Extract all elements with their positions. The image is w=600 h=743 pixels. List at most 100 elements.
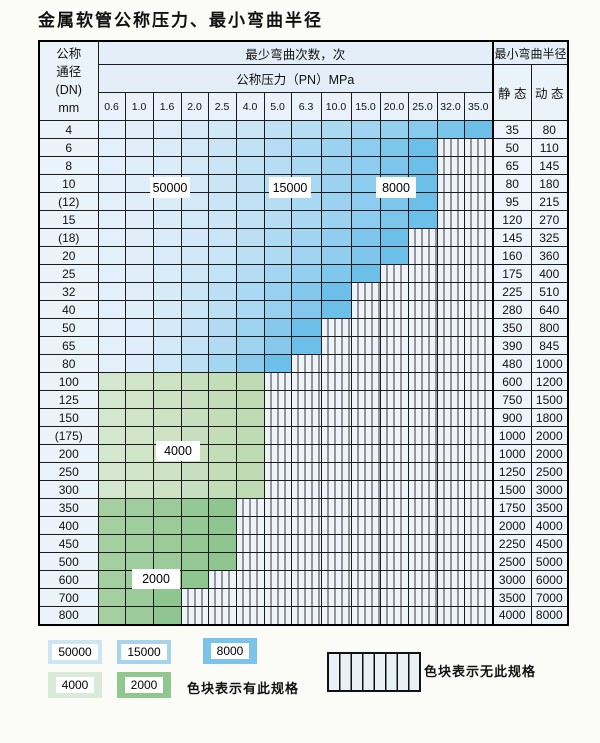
cycle-cell <box>320 246 352 265</box>
static-radius-value: 2000 <box>492 516 532 535</box>
dn-label: 10 <box>38 174 99 193</box>
cycle-cell <box>235 480 265 499</box>
cycle-cell <box>97 300 126 319</box>
cycle-cell <box>263 138 292 157</box>
cycle-cell <box>207 336 237 355</box>
no-spec-cell <box>350 516 381 535</box>
cycle-cell <box>152 462 182 481</box>
cycle-cell <box>207 264 237 283</box>
cycle-cell <box>124 552 154 571</box>
no-spec-cell <box>207 606 237 625</box>
no-spec-cell <box>463 354 494 373</box>
cycle-cell <box>97 318 126 337</box>
legend-has-spec-text: 色块表示有此规格 <box>187 681 300 696</box>
cycle-cell <box>235 192 265 211</box>
cycle-cell <box>152 372 182 391</box>
no-spec-cell <box>436 246 465 265</box>
no-spec-cell <box>320 570 352 589</box>
static-radius-value: 390 <box>492 336 532 355</box>
pressure-bend-table: 公称 通径 (DN) mm 最少弯曲次数，次 最小弯曲半径 公称压力（PN）MP… <box>38 40 570 626</box>
dn-label: 100 <box>38 372 99 391</box>
no-spec-cell <box>436 192 465 211</box>
cycle-cell <box>124 606 154 625</box>
cycle-cell <box>152 390 182 409</box>
dn-label: 500 <box>38 552 99 571</box>
cycle-cell <box>124 354 154 373</box>
cycle-cell <box>124 300 154 319</box>
no-spec-cell <box>436 174 465 193</box>
static-radius-value: 3000 <box>492 570 532 589</box>
no-spec-cell <box>350 480 381 499</box>
no-spec-cell <box>379 282 409 301</box>
dynamic-radius-value: 4500 <box>530 534 569 553</box>
no-spec-cell <box>407 462 438 481</box>
cycle-cell <box>180 390 209 409</box>
static-radius-value: 2500 <box>492 552 532 571</box>
dynamic-radius-value: 2500 <box>530 462 569 481</box>
dynamic-radius-value: 325 <box>530 228 569 247</box>
no-spec-cell <box>320 318 352 337</box>
cycle-cell <box>124 498 154 517</box>
cycle-cell <box>124 408 154 427</box>
cycle-cell <box>180 300 209 319</box>
table-row: 25 175 400 <box>38 264 569 283</box>
no-spec-cell <box>379 552 409 571</box>
cycle-cell <box>207 480 237 499</box>
cycle-cell <box>97 588 126 607</box>
cycle-cell <box>124 174 154 193</box>
cycle-cell <box>97 336 126 355</box>
dynamic-radius-value: 640 <box>530 300 569 319</box>
cycle-cell <box>124 210 154 229</box>
dynamic-radius-value: 110 <box>530 138 569 157</box>
no-spec-cell <box>379 426 409 445</box>
pressure-tick: 1.6 <box>152 92 182 121</box>
cycle-cell <box>180 336 209 355</box>
no-spec-cell <box>407 588 438 607</box>
no-spec-cell <box>436 390 465 409</box>
no-spec-cell <box>436 516 465 535</box>
no-spec-cell <box>290 462 322 481</box>
cycle-cell <box>263 354 292 373</box>
static-radius-value: 65 <box>492 156 532 175</box>
cycle-cell <box>379 120 409 139</box>
cycle-cell <box>152 408 182 427</box>
cycle-cell <box>152 318 182 337</box>
dynamic-radius-value: 1200 <box>530 372 569 391</box>
cycle-cell <box>407 156 438 175</box>
cycle-cell <box>407 210 438 229</box>
cycle-cell <box>152 534 182 553</box>
table-row: 15 120 270 <box>38 210 569 229</box>
no-spec-cell <box>436 228 465 247</box>
cycle-cell <box>180 264 209 283</box>
cycle-cell <box>235 282 265 301</box>
no-spec-cell <box>436 264 465 283</box>
no-spec-cell <box>263 426 292 445</box>
dynamic-radius-value: 5000 <box>530 552 569 571</box>
static-radius-value: 350 <box>492 318 532 337</box>
dn-label: (12) <box>38 192 99 211</box>
cycle-cell <box>180 246 209 265</box>
cycle-cell <box>124 444 154 463</box>
cycle-cell <box>152 282 182 301</box>
no-spec-cell <box>379 534 409 553</box>
cycle-cell <box>180 156 209 175</box>
no-spec-cell <box>436 480 465 499</box>
cycle-cell <box>207 516 237 535</box>
pressure-tick: 0.6 <box>97 92 126 121</box>
cycle-cell <box>180 570 209 589</box>
pressure-tick: 1.0 <box>124 92 154 121</box>
no-spec-cell <box>436 462 465 481</box>
dn-label: 400 <box>38 516 99 535</box>
no-spec-cell <box>463 534 494 553</box>
dn-label: (175) <box>38 426 99 445</box>
table-row: 80 480 1000 <box>38 354 569 373</box>
table-row: 20 160 360 <box>38 246 569 265</box>
no-spec-cell <box>407 264 438 283</box>
static-radius-value: 2250 <box>492 534 532 553</box>
cycle-cell <box>350 138 381 157</box>
page-title: 金属软管公称压力、最小弯曲半径 <box>38 11 323 31</box>
cycle-cell <box>97 120 126 139</box>
cycle-cell <box>207 210 237 229</box>
cycle-cell <box>379 210 409 229</box>
